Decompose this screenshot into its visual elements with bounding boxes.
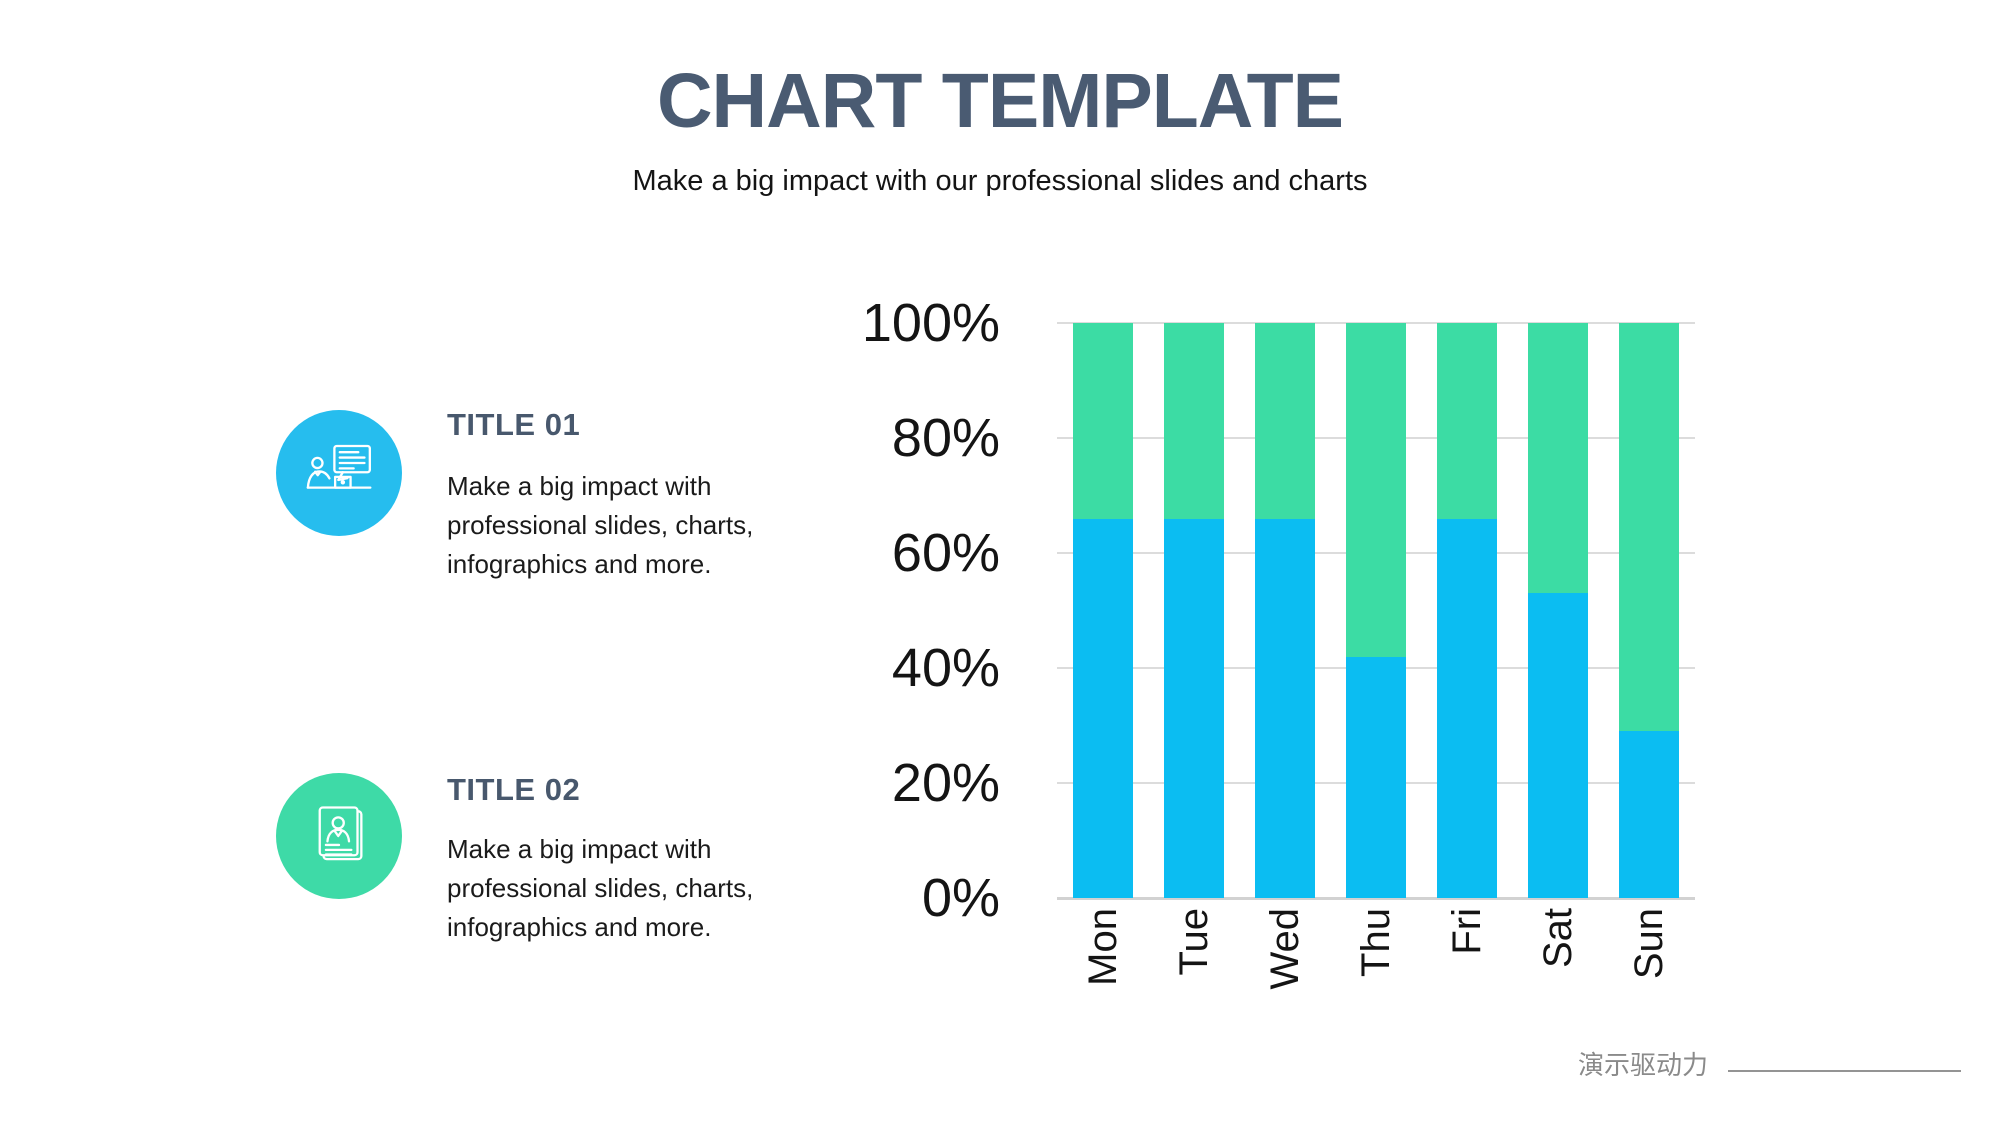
brand-watermark: 演示驱动力 bbox=[1578, 1050, 1709, 1080]
feature2-description: Make a big impact with professional slid… bbox=[447, 834, 754, 942]
page-subtitle: Make a big impact with our professional … bbox=[632, 165, 1368, 197]
x-tick-label: Thu bbox=[1354, 908, 1398, 977]
x-tick-label: Sun bbox=[1627, 908, 1672, 980]
bar-segment-top bbox=[1528, 323, 1589, 594]
bar-segment-top bbox=[1437, 323, 1498, 519]
y-tick-label: 80% bbox=[891, 408, 1000, 468]
bar-segment-bottom bbox=[1072, 518, 1133, 898]
bar-segment-top bbox=[1163, 323, 1224, 519]
bar-segment-bottom bbox=[1437, 518, 1498, 898]
bar-segment-bottom bbox=[1346, 656, 1406, 898]
bar-segment-bottom bbox=[1619, 731, 1680, 898]
feature2-title: TITLE 02 bbox=[447, 772, 581, 807]
y-tick-label: 20% bbox=[891, 753, 1000, 813]
bar-segment-top bbox=[1254, 323, 1315, 519]
x-tick-label: Sat bbox=[1536, 908, 1581, 969]
y-tick-label: 0% bbox=[921, 868, 1000, 928]
x-tick-label: Wed bbox=[1262, 908, 1307, 990]
brand-divider-line bbox=[1728, 1070, 1961, 1072]
x-tick-label: Mon bbox=[1080, 908, 1125, 986]
resume-card-icon bbox=[318, 806, 363, 861]
feature1-icon-circle bbox=[276, 410, 402, 536]
x-tick-label: Tue bbox=[1171, 908, 1216, 976]
feature1-description: Make a big impact with professional slid… bbox=[447, 471, 754, 579]
page-title: CHART TEMPLATE bbox=[656, 58, 1344, 144]
feature1-title: TITLE 01 bbox=[447, 407, 581, 442]
person-presenting-icon bbox=[306, 444, 372, 489]
y-tick-label: 40% bbox=[891, 638, 1000, 698]
x-tick-label: Fri bbox=[1445, 908, 1490, 955]
x-axis-line bbox=[1057, 897, 1695, 900]
y-tick-label: 60% bbox=[891, 523, 1000, 583]
y-tick-label: 100% bbox=[861, 293, 1000, 353]
bar-segment-top bbox=[1619, 323, 1680, 732]
feature2-icon-circle bbox=[276, 773, 402, 899]
bar-segment-bottom bbox=[1254, 518, 1315, 898]
bar-segment-bottom bbox=[1528, 593, 1589, 898]
bar-segment-bottom bbox=[1163, 518, 1224, 898]
bar-segment-top bbox=[1346, 323, 1406, 657]
bar-segment-top bbox=[1072, 323, 1133, 519]
